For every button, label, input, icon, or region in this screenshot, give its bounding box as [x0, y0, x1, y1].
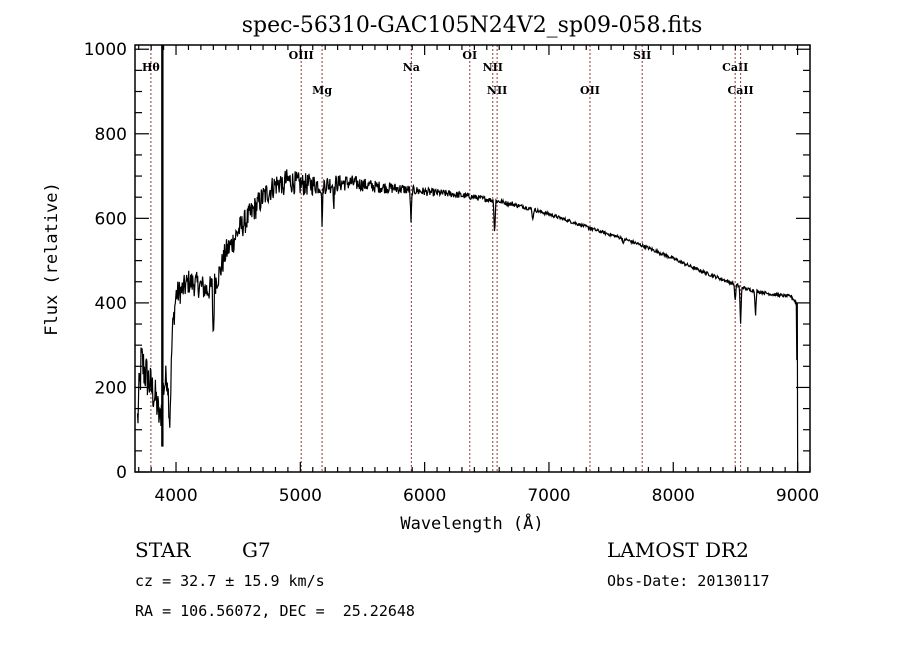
- y-tick-label: 800: [95, 125, 127, 145]
- y-tick-label: 200: [95, 378, 127, 398]
- plot-frame: [134, 44, 811, 473]
- line-marker-label: NII: [487, 84, 507, 97]
- object-class: STAR: [135, 538, 191, 562]
- line-marker-label: CaII: [722, 61, 748, 74]
- x-axis-label: Wavelength (Å): [400, 512, 543, 534]
- x-tick-label: 8000: [652, 486, 695, 506]
- line-marker-label: Na: [403, 61, 420, 74]
- x-tick-label: 6000: [403, 486, 446, 506]
- line-marker-label: OI: [462, 49, 477, 62]
- line-marker-label: SII: [633, 49, 651, 62]
- y-tick-label: 600: [95, 209, 127, 229]
- y-tick-label: 0: [116, 463, 127, 483]
- y-axis: 0 200 400 600 800 1000: [84, 40, 810, 483]
- y-tick-label: 400: [95, 294, 127, 314]
- line-marker-label: Mg: [312, 84, 332, 97]
- x-tick-label: 5000: [279, 486, 322, 506]
- chart-title: spec-56310-GAC105N24V2_sp09-058.fits: [242, 13, 703, 38]
- line-marker-label: OIII: [289, 49, 314, 62]
- observation-date: Obs-Date: 20130117: [607, 572, 770, 590]
- spectrum-line: [136, 169, 799, 473]
- x-tick-label: 4000: [154, 486, 197, 506]
- line-marker-label: NII: [483, 61, 503, 74]
- object-subclass: G7: [242, 538, 271, 562]
- line-marker-label: Hθ: [142, 61, 160, 74]
- line-marker-label: CaII: [728, 84, 754, 97]
- line-markers: Hθ OIII Mg Na OI NII NII OII SII CaII CaII: [142, 45, 754, 472]
- x-tick-label: 7000: [527, 486, 570, 506]
- redshift-readout: cz = 32.7 ± 15.9 km/s: [135, 572, 325, 590]
- y-tick-label: 1000: [84, 40, 127, 60]
- x-tick-label: 9000: [776, 486, 819, 506]
- coordinates-readout: RA = 106.56072, DEC = 25.22648: [135, 602, 415, 620]
- y-axis-label: Flux (relative): [42, 182, 62, 336]
- survey-name: LAMOST DR2: [607, 538, 749, 562]
- x-axis: 4000 5000 6000 7000 8000 9000: [138, 45, 819, 506]
- line-marker-label: OII: [580, 84, 600, 97]
